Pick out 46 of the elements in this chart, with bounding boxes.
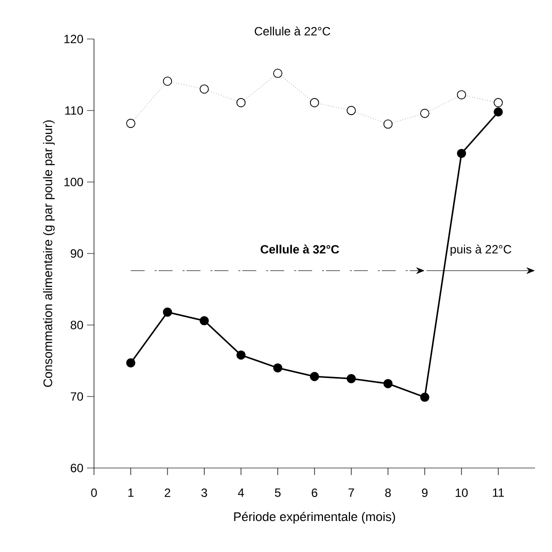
point: [200, 84, 209, 94]
x-tick-label: 6: [312, 488, 318, 497]
point: [126, 118, 136, 128]
point: [310, 372, 320, 382]
point: [420, 392, 430, 402]
y-tick-label: 70: [70, 392, 84, 401]
point: [494, 107, 503, 117]
point: [346, 374, 356, 384]
x-tick-label: 11: [492, 488, 504, 497]
x-tick-label: 4: [238, 488, 244, 497]
text: Cellule à 22°C: [254, 26, 330, 36]
point: [456, 148, 466, 158]
x-tick-label: 7: [348, 488, 354, 497]
y-tick-label: 110: [65, 106, 84, 115]
point: [236, 350, 246, 360]
point: [310, 98, 320, 108]
point: [273, 363, 282, 372]
y-tick-label: 120: [64, 34, 84, 44]
y-axis-title: Consommation alimentaire (g par poule par jour): [43, 120, 55, 387]
x-tick-label: 10: [456, 488, 468, 497]
point: [162, 76, 172, 86]
x-tick-label: 8: [385, 488, 391, 497]
point: [126, 358, 136, 368]
point: [162, 308, 172, 317]
point: [383, 379, 393, 388]
x-tick-label: 1: [128, 488, 134, 497]
y-tick-label: 90: [70, 249, 84, 258]
point: [346, 106, 356, 116]
x-tick-label: 0: [91, 488, 97, 497]
point: [494, 98, 503, 108]
point: [273, 68, 282, 78]
y-tick-label: 100: [64, 178, 84, 186]
point: [383, 120, 393, 129]
x-tick-label: 9: [422, 488, 428, 497]
point: [456, 90, 466, 100]
y-tick-label: 60: [70, 464, 84, 472]
x-tick-label: 3: [201, 488, 208, 497]
x-tick-label: 5: [274, 488, 281, 497]
annotation: Cellule à 32°C: [260, 244, 340, 254]
point: [236, 98, 246, 108]
x-tick-label: 2: [164, 488, 170, 497]
annotation: puis à 22°C: [450, 244, 512, 256]
x-axis-title: Période expérimentale (mois): [234, 512, 396, 524]
point: [200, 316, 209, 326]
y-tick-label: 80: [70, 320, 84, 330]
point: [420, 108, 430, 118]
